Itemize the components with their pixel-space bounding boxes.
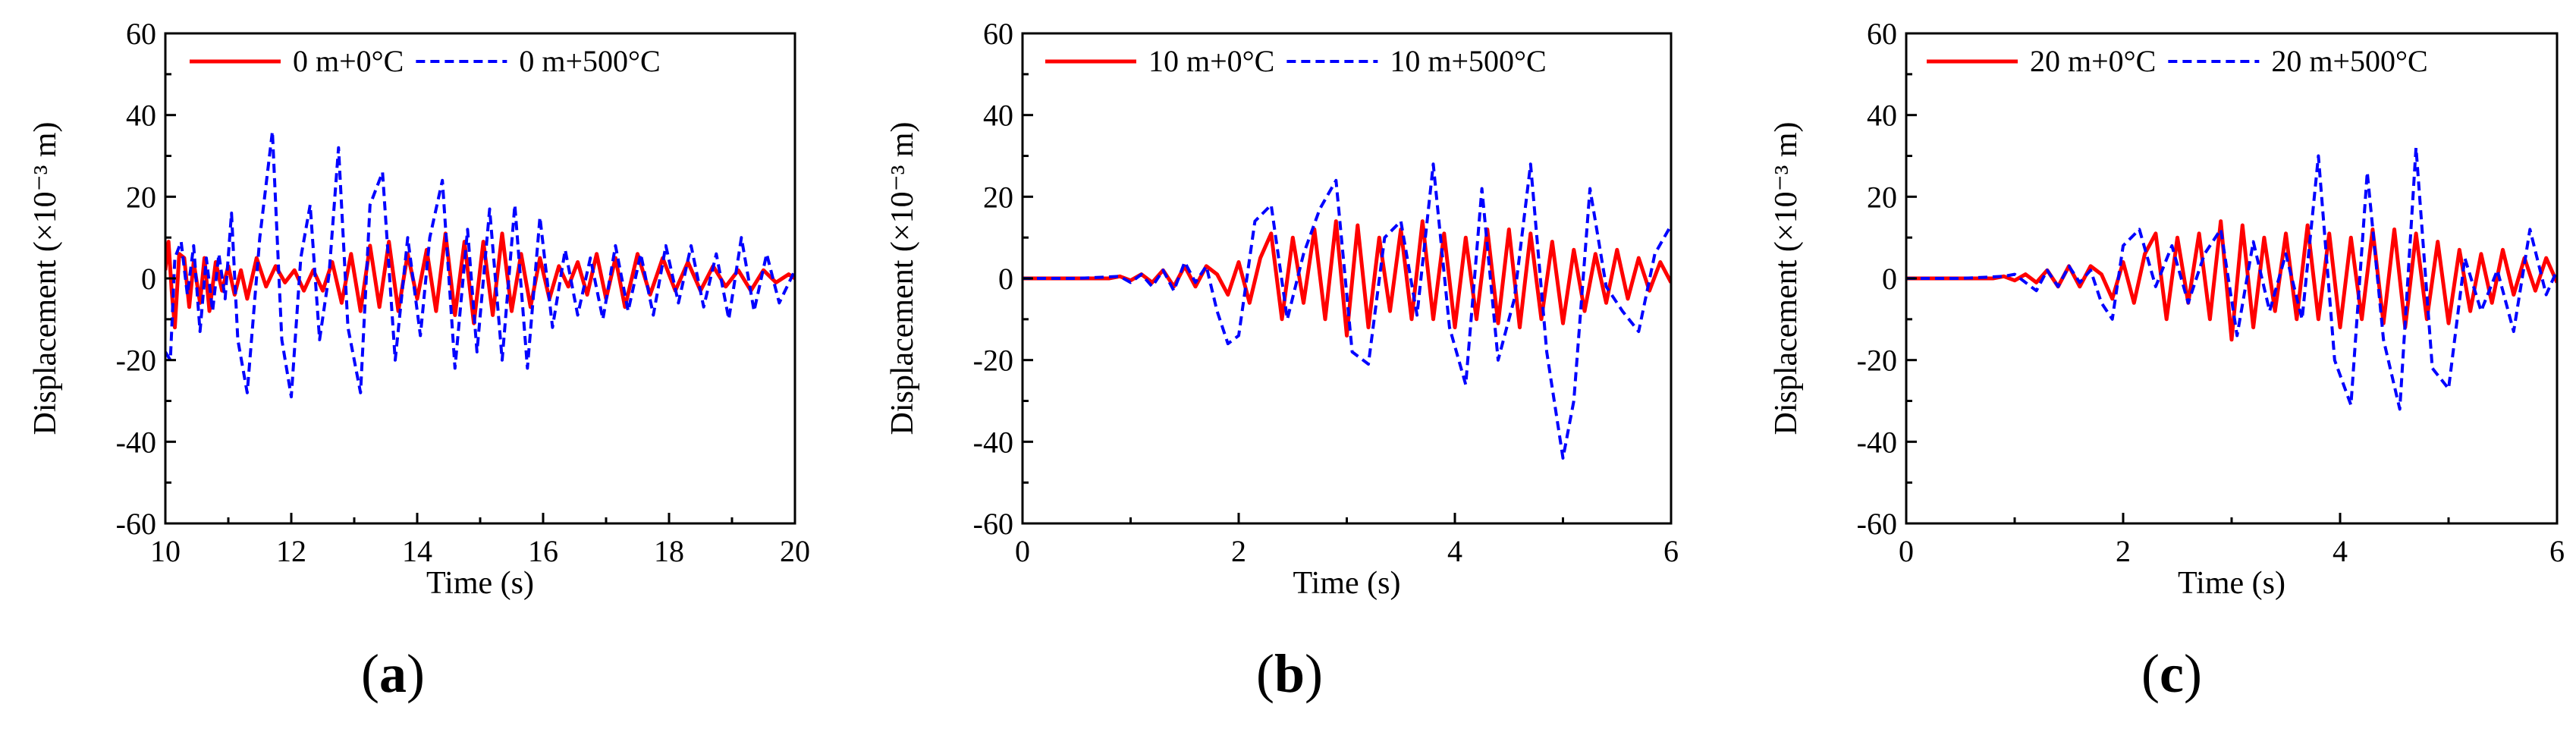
- x-tick-label: 14: [402, 534, 432, 568]
- x-axis-title: Time (s): [426, 566, 534, 601]
- y-tick-label: 20: [126, 180, 156, 214]
- series-line-red: [1906, 219, 2557, 342]
- y-axis-title: Displacement (×10⁻³ m): [28, 121, 63, 435]
- series-line-blue: [165, 130, 795, 399]
- y-tick-label: 40: [1867, 99, 1897, 133]
- y-tick-label: -40: [973, 425, 1013, 459]
- x-axis-title: Time (s): [1293, 566, 1401, 601]
- x-tick-label: 18: [654, 534, 684, 568]
- y-tick-label: 0: [1882, 262, 1897, 296]
- legend-label: 0 m+0°C: [293, 44, 404, 78]
- x-tick-label: 6: [2549, 534, 2565, 568]
- y-tick-label: 0: [998, 262, 1013, 296]
- x-tick-label: 20: [780, 534, 810, 568]
- series-line-blue: [1906, 146, 2557, 411]
- y-tick-label: -60: [1857, 507, 1897, 541]
- panel-label-a: (a): [361, 643, 425, 704]
- y-tick-label: 20: [983, 180, 1013, 214]
- x-tick-label: 0: [1015, 534, 1030, 568]
- series-line-red: [165, 231, 795, 330]
- y-tick-label: 20: [1867, 180, 1897, 214]
- y-tick-label: 0: [141, 262, 156, 296]
- y-tick-label: -40: [1857, 425, 1897, 459]
- y-tick-label: -20: [1857, 344, 1897, 378]
- x-tick-label: 12: [276, 534, 306, 568]
- legend-label: 10 m+0°C: [1148, 44, 1274, 78]
- series-line-red: [1023, 219, 1671, 338]
- x-tick-label: 16: [528, 534, 558, 568]
- plot-frame: [1905, 32, 2559, 525]
- x-tick-label: 4: [1447, 534, 1462, 568]
- y-tick-label: 60: [126, 17, 156, 51]
- y-tick-label: -60: [973, 507, 1013, 541]
- plot-frame: [1021, 32, 1673, 525]
- y-axis-title: Displacement (×10⁻³ m): [1769, 121, 1804, 435]
- y-tick-label: 40: [983, 99, 1013, 133]
- panel-label-c: (c): [2141, 643, 2202, 704]
- y-tick-label: 40: [126, 99, 156, 133]
- x-tick-label: 0: [1899, 534, 1914, 568]
- x-tick-label: 10: [150, 534, 181, 568]
- series-line-blue: [1023, 162, 1671, 460]
- chart-panel-1: 10 12 14 16 18 20 -60 -40 -20 0 20 40 60 Time (s) Disp…: [28, 17, 810, 601]
- y-tick-label: -60: [116, 507, 156, 541]
- y-tick-label: 60: [983, 17, 1013, 51]
- x-tick-label: 2: [1231, 534, 1246, 568]
- y-tick-label: -40: [116, 425, 156, 459]
- x-tick-label: 6: [1663, 534, 1679, 568]
- panel-label-b: (b): [1255, 643, 1324, 704]
- y-tick-label: -20: [973, 344, 1013, 378]
- legend-label: 0 m+500°C: [519, 44, 660, 78]
- y-tick-label: 60: [1867, 17, 1897, 51]
- y-axis-title: Displacement (×10⁻³ m): [885, 121, 920, 435]
- x-axis-title: Time (s): [2178, 566, 2285, 601]
- y-tick-label: -20: [116, 344, 156, 378]
- x-tick-label: 4: [2333, 534, 2348, 568]
- chart-panel-2: 0 2 4 6 -60 -40 -20 0 20 40 60 Time (s) Displacement…: [885, 17, 1679, 601]
- legend-label: 20 m+500°C: [2271, 44, 2427, 78]
- legend-label: 20 m+0°C: [2030, 44, 2156, 78]
- x-tick-label: 2: [2116, 534, 2131, 568]
- chart-panel-3: 0 2 4 6 -60 -40 -20 0 20 40 60 Time (s) Displacement…: [1769, 17, 2565, 601]
- legend-label: 10 m+500°C: [1390, 44, 1546, 78]
